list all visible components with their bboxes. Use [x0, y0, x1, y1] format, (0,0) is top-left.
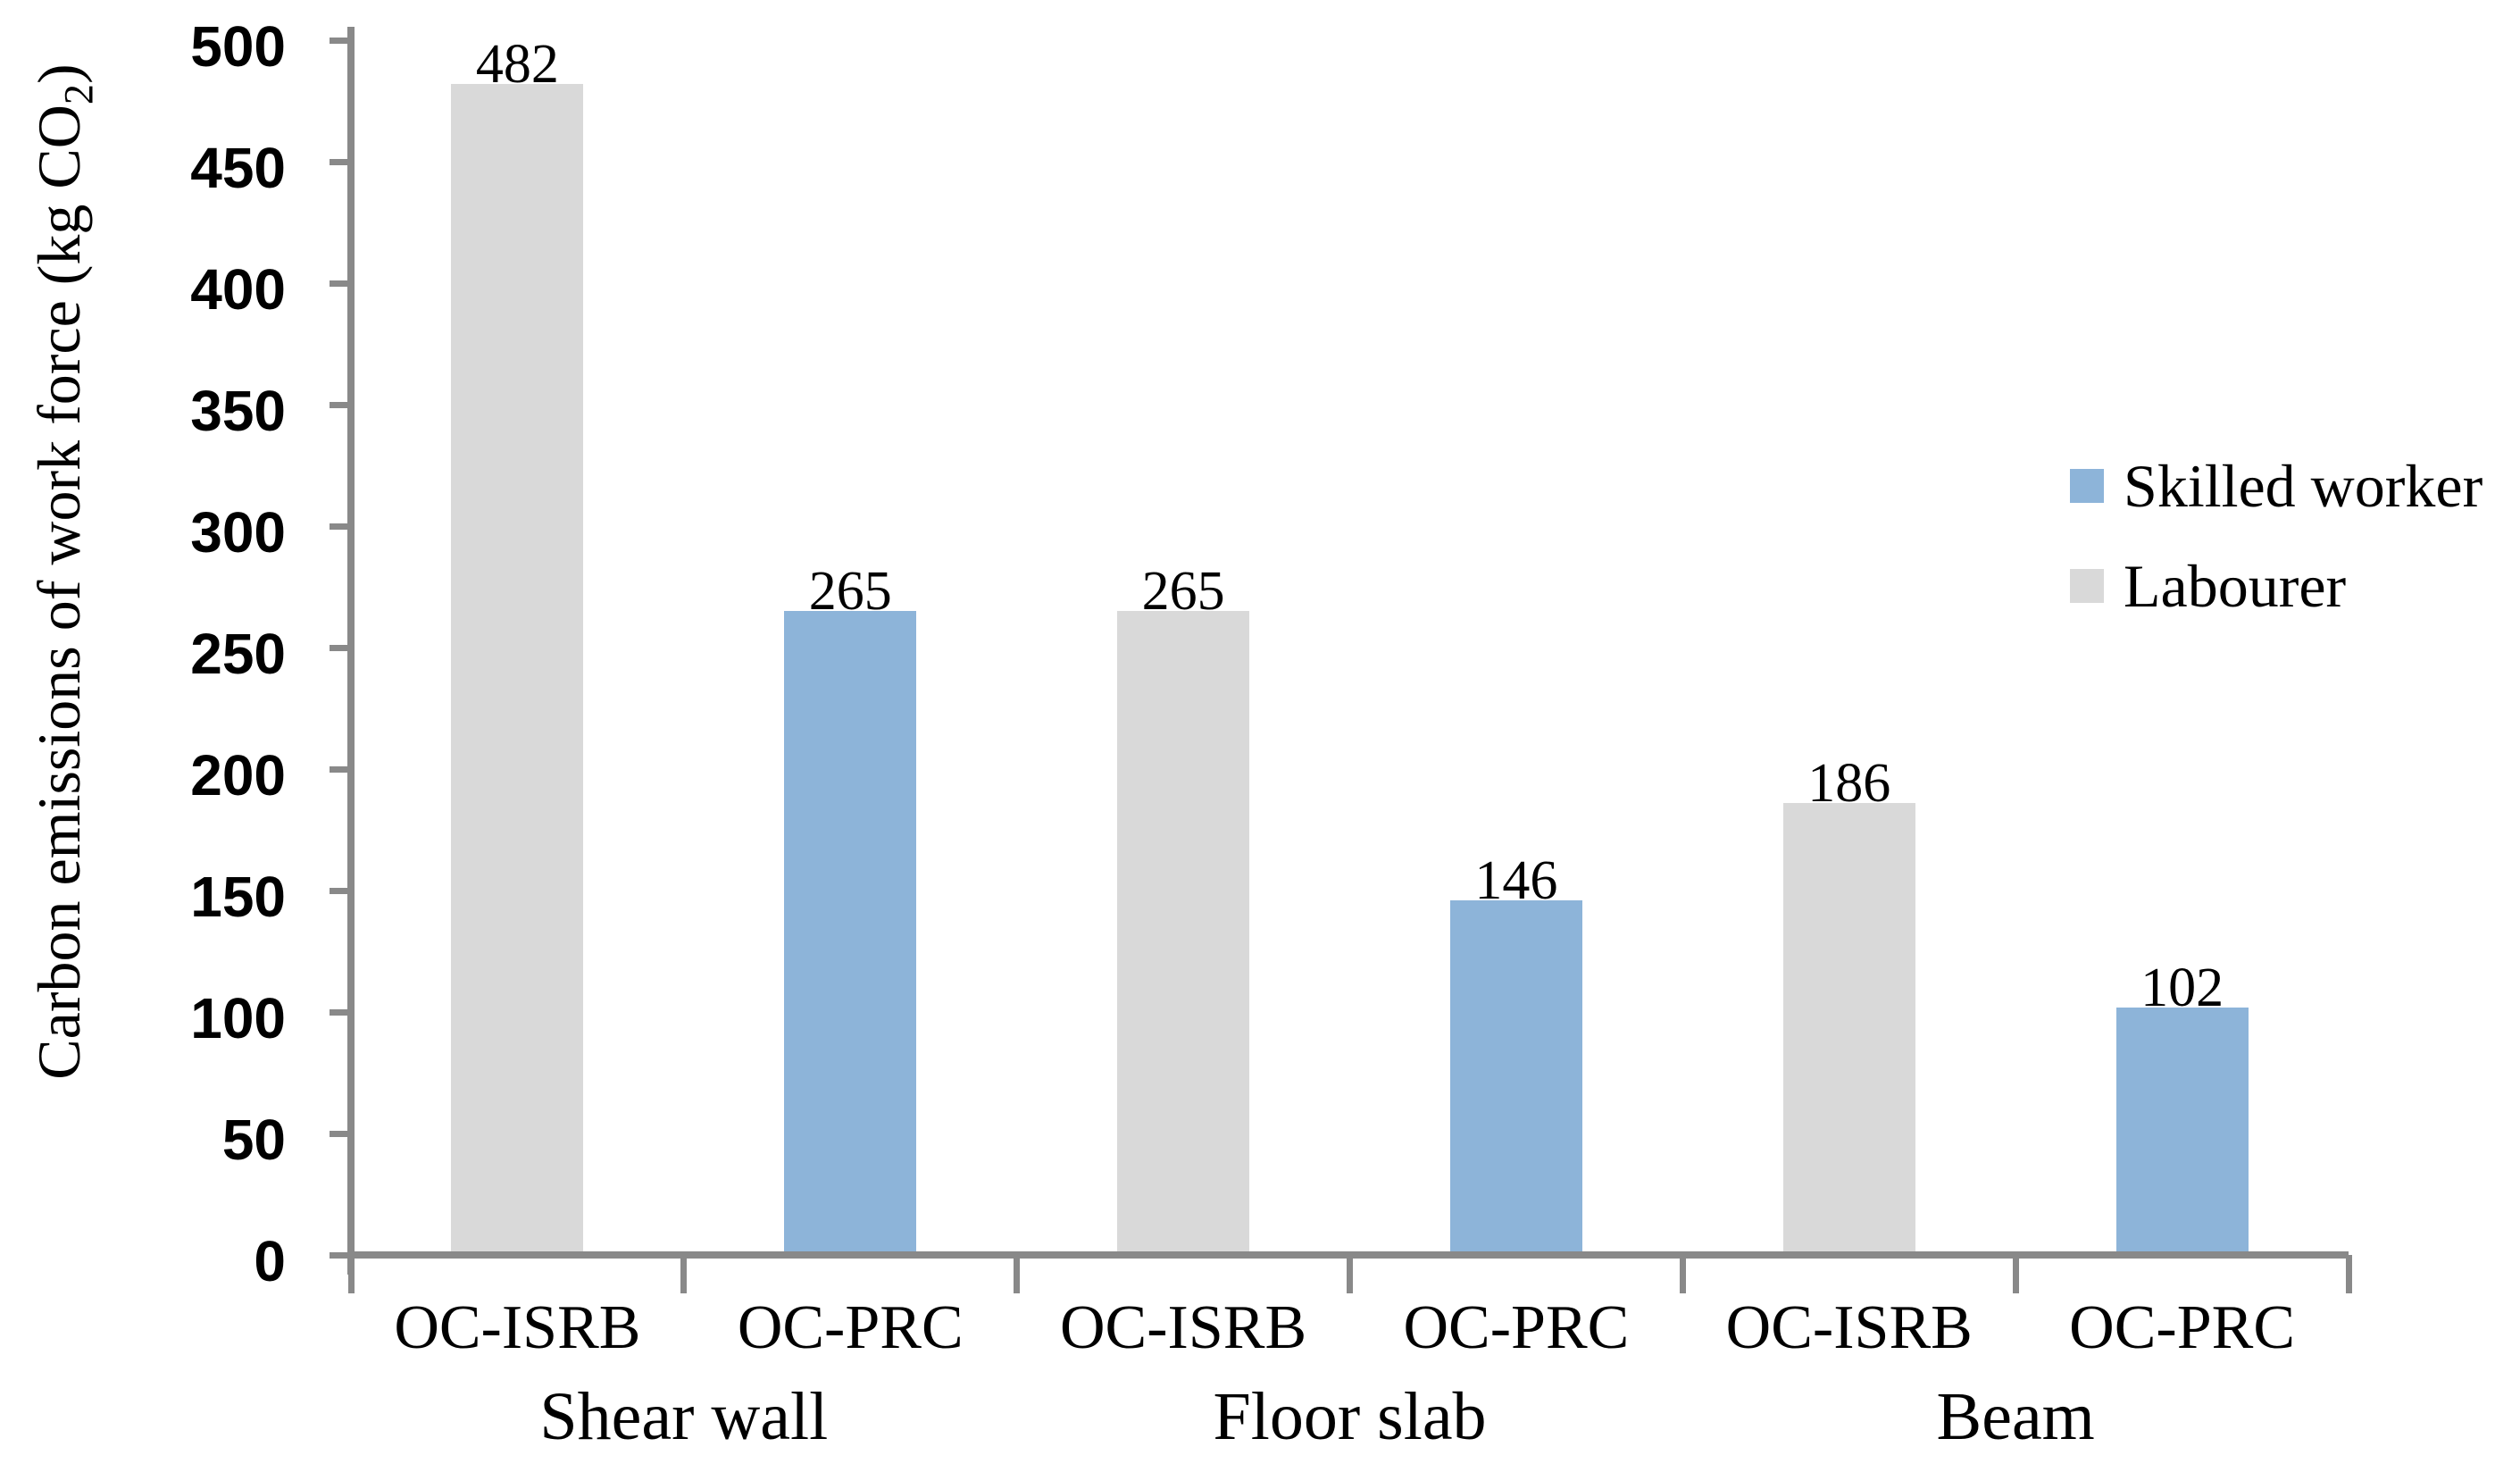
x-tick-mark	[1679, 1255, 1686, 1293]
x-group-label: Floor slab	[1213, 1379, 1487, 1454]
y-tick-label: 150	[190, 865, 286, 929]
bar-value-label: 265	[808, 561, 892, 623]
x-group-label: Beam	[1936, 1379, 2095, 1454]
y-axis-title-subscript: 2	[56, 83, 103, 105]
x-group-label: Shear wall	[539, 1379, 829, 1454]
y-axis-line	[347, 27, 355, 1275]
y-tick-mark	[330, 765, 351, 773]
bar-value-label: 482	[475, 33, 559, 95]
y-tick-mark	[330, 1130, 351, 1137]
x-tick-label: OC-PRC	[1403, 1293, 1630, 1362]
x-tick-label: OC-PRC	[2069, 1293, 2296, 1362]
y-tick-label: 250	[190, 622, 286, 686]
legend-swatch-skilled-worker	[2070, 469, 2104, 503]
x-tick-label: OC-ISRB	[1725, 1293, 1973, 1362]
y-tick-label: 300	[190, 500, 286, 565]
x-tick-mark	[2345, 1255, 2352, 1293]
x-tick-mark	[2012, 1255, 2019, 1293]
x-tick-mark	[680, 1255, 688, 1293]
y-tick-mark	[330, 644, 351, 651]
legend-label-skilled-worker: Skilled worker	[2124, 452, 2483, 520]
y-tick-mark	[330, 37, 351, 44]
x-tick-mark	[347, 1255, 355, 1293]
bar-value-label: 146	[1474, 849, 1558, 911]
bar-floor-slab-oc-isrb	[1117, 611, 1250, 1251]
y-tick-label: 100	[190, 986, 286, 1050]
y-tick-label: 200	[190, 743, 286, 807]
y-tick-mark	[330, 1008, 351, 1016]
y-axis-title: Carbon emissions of work force (kg CO2)	[25, 63, 103, 1079]
y-axis-title-text: Carbon emissions of work force (kg CO	[25, 105, 93, 1080]
y-tick-label: 50	[221, 1108, 286, 1172]
bar-beam-oc-prc	[2115, 1007, 2249, 1251]
x-tick-mark	[1014, 1255, 1021, 1293]
legend-item-labourer: Labourer	[2070, 552, 2346, 620]
bar-value-label: 186	[1807, 753, 1891, 815]
y-tick-mark	[330, 158, 351, 165]
y-tick-mark	[330, 887, 351, 894]
bar-floor-slab-oc-prc	[1449, 899, 1582, 1251]
y-tick-mark	[330, 523, 351, 530]
y-tick-label: 500	[190, 14, 286, 79]
y-tick-label: 0	[254, 1229, 286, 1293]
y-tick-label: 350	[190, 379, 286, 443]
bar-shear-wall-oc-isrb	[451, 83, 584, 1251]
legend-label-labourer: Labourer	[2124, 552, 2347, 620]
x-tick-mark	[1347, 1255, 1353, 1293]
bar-beam-oc-isrb	[1782, 803, 1915, 1251]
legend-swatch-labourer	[2070, 569, 2104, 603]
y-tick-mark	[330, 401, 351, 408]
y-tick-label: 450	[190, 136, 286, 200]
x-tick-label: OC-ISRB	[1059, 1293, 1307, 1362]
bar-shear-wall-oc-prc	[784, 611, 917, 1251]
x-tick-label: OC-PRC	[737, 1293, 964, 1362]
x-tick-label: OC-ISRB	[394, 1293, 641, 1362]
y-tick-mark	[330, 280, 351, 287]
bar-value-label: 265	[1141, 561, 1225, 623]
legend-item-skilled-worker: Skilled worker	[2070, 452, 2482, 520]
y-tick-mark	[330, 1251, 351, 1259]
y-tick-label: 400	[190, 257, 286, 322]
bar-value-label: 102	[2140, 957, 2224, 1018]
